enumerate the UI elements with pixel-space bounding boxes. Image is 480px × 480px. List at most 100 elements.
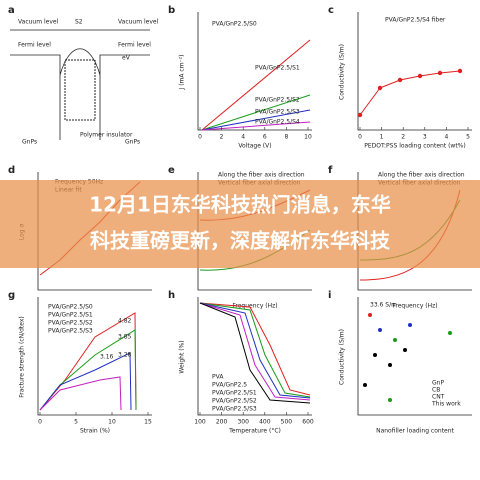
x-axis-label: Frequency (Hz): [232, 303, 277, 310]
label: eV: [122, 55, 131, 62]
label: PVA/GnP2.5/S2: [212, 398, 257, 405]
marker: [393, 338, 397, 342]
x-tick-label: 2: [220, 134, 224, 141]
axes: [37, 297, 152, 416]
x-tick-label: 300: [237, 419, 249, 426]
x-tick-label: 3: [423, 134, 427, 141]
x-tick-label: 200: [216, 419, 228, 426]
x-axis-label: Nanofiller loading content: [376, 428, 454, 435]
axes: [197, 297, 312, 416]
x-axis-label: Temperature (°C): [228, 428, 281, 435]
axes: [357, 297, 472, 416]
panel-letter: h: [168, 290, 175, 301]
x-tick-label: 5: [466, 134, 470, 141]
x-tick-label: 4: [444, 134, 448, 141]
panel-letter: g: [8, 290, 15, 301]
x-tick-label: 10: [304, 134, 312, 141]
marker: [417, 73, 423, 79]
x-tick-label: 600: [302, 419, 314, 426]
label: PVA/GnP2.5/S1: [48, 312, 93, 319]
x-tick-label: 500: [281, 419, 293, 426]
x-tick-label: 0: [38, 419, 42, 426]
panel: g PVA/GnP2.5/S0PVA/GnP2.5/S1PVA/GnP2.5/S2…: [8, 290, 152, 435]
panel-letter: e: [168, 165, 175, 176]
label: S2: [75, 19, 83, 26]
panel: b PVA/GnP2.5/S0 PVA/GnP2.5/S1 PVA/GnP2.5/S2…: [168, 5, 312, 150]
label: PVA/GnP2.5/S0: [212, 21, 257, 28]
x-tick-label: 4: [241, 134, 245, 141]
marker: [448, 331, 452, 335]
label: 33.6 S/m: [370, 302, 397, 309]
x-tick-label: 10: [108, 419, 116, 426]
label: Fermi level: [18, 42, 51, 49]
label: PVA/GnP2.5/S2: [255, 97, 300, 104]
marker: [388, 363, 392, 367]
marker: [408, 323, 412, 327]
axes: [357, 12, 472, 131]
marker: [457, 68, 463, 74]
label: PVA/GnP2.5/S0: [48, 304, 93, 311]
x-axis-label: Frequency (Hz): [392, 303, 437, 310]
label: PVA/GnP2.5/S3: [212, 406, 257, 413]
panel: c PVA/GnP2.5/S4 fiber PEDOT:PSS loading co…: [328, 5, 472, 150]
label: 3.16: [100, 354, 114, 361]
marker: [388, 398, 392, 402]
label: PVA/GnP2.5/S3: [255, 109, 300, 116]
label: PVA/GnP2.5: [212, 382, 247, 389]
label: Vacuum level: [18, 19, 59, 26]
label: GnPs: [125, 139, 140, 146]
panel-letter: f: [328, 165, 333, 176]
label: GnPs: [22, 139, 37, 146]
x-tick-label: 0: [358, 134, 362, 141]
curve: [199, 302, 311, 404]
curve: [199, 302, 311, 399]
label: Along the fiber axis direction: [378, 172, 465, 179]
banner-line: 12月1日东华科技热门消息，东华: [89, 193, 391, 217]
x-axis-label: Voltage (V): [238, 143, 271, 150]
banner-bg: [0, 180, 480, 268]
label: GnP: [432, 380, 444, 387]
curve: [201, 94, 311, 131]
panel-letter: b: [168, 5, 175, 16]
label: PVA/GnP2.5/S1: [255, 65, 300, 72]
panel: h PVAPVA/GnP2.5PVA/GnP2.5/S1PVA/GnP2.5/S2…: [168, 290, 314, 435]
panel-letter: d: [8, 165, 15, 176]
x-tick-label: 400: [259, 419, 271, 426]
curve: [359, 70, 461, 116]
x-tick-label: 0: [198, 134, 202, 141]
panel-letter: i: [328, 290, 331, 301]
x-tick-label: 1: [380, 134, 384, 141]
label: 4.82: [118, 318, 132, 325]
banner-line: 科技重磅更新，深度解析东华科技: [90, 229, 391, 253]
curve: [39, 376, 122, 411]
label: 3.28: [118, 352, 132, 359]
label: PVA/GnP2.5/S1: [212, 390, 257, 397]
curve: [201, 121, 311, 131]
curve: [39, 329, 137, 411]
marker: [397, 77, 403, 83]
label: PVA/GnP2.5/S2: [48, 320, 93, 327]
marker: [377, 85, 383, 91]
label: PVA/GnP2.5/S4 fiber: [385, 17, 446, 24]
panel-letter: a: [8, 5, 15, 16]
x-tick-label: 8: [284, 134, 288, 141]
marker: [357, 112, 363, 118]
marker: [403, 348, 407, 352]
curve: [201, 39, 311, 131]
panel-letter: c: [328, 5, 334, 16]
marker: [437, 70, 443, 76]
y-axis-label: J (mA cm⁻²): [179, 55, 186, 91]
y-axis-label: Fracture strength (cN/dtex): [19, 316, 26, 398]
curve: [39, 352, 132, 411]
x-tick-label: 6: [263, 134, 267, 141]
label: Vacuum level: [118, 19, 159, 26]
insulator: [64, 59, 96, 121]
marker: [378, 328, 382, 332]
axes: [197, 12, 312, 131]
marker: [363, 383, 367, 387]
y-axis-label: Conductivity (S/m): [339, 329, 346, 385]
